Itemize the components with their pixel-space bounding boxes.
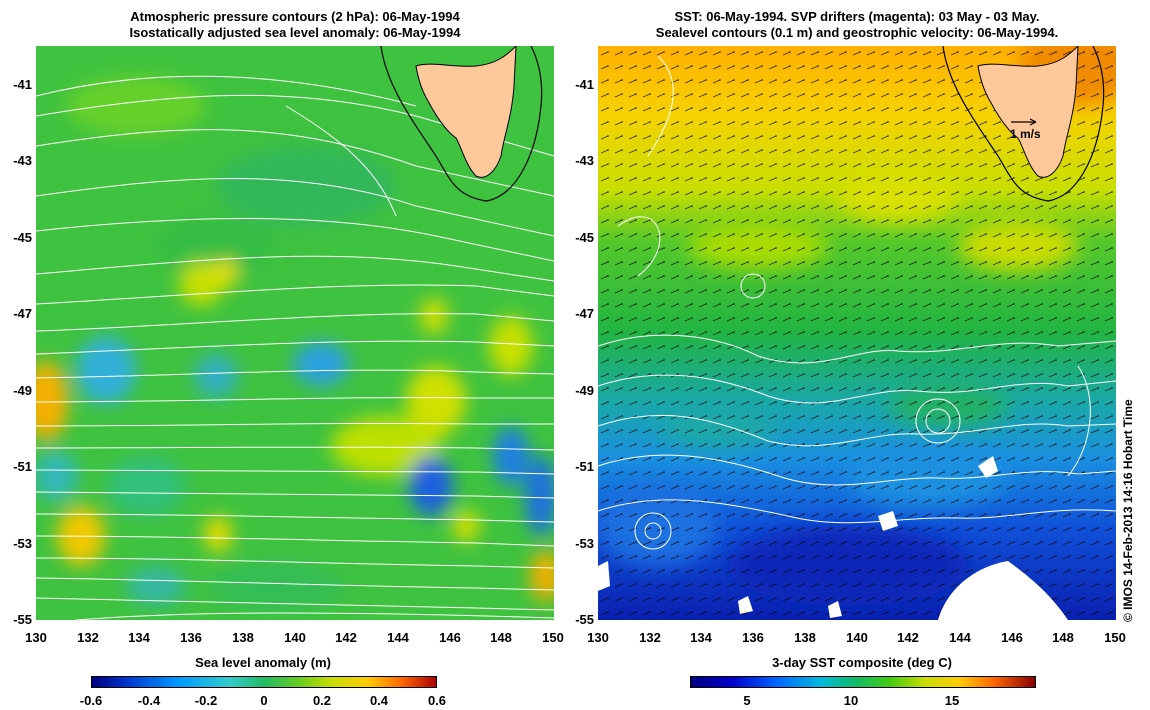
sla-tick-02: 0.2	[312, 693, 332, 708]
left-xtick-148: 148	[490, 630, 512, 645]
left-ytick-45: -45	[13, 230, 32, 245]
left-xtick-132: 132	[77, 630, 99, 645]
sla-tick-0: 0	[260, 693, 268, 708]
left-xtick-140: 140	[284, 630, 306, 645]
right-xtick-132: 132	[639, 630, 661, 645]
sla-tick-n04: -0.4	[137, 693, 161, 708]
sst-colorbar-label: 3-day SST composite (deg C)	[772, 655, 952, 670]
velocity-scale-arrow	[1011, 118, 1037, 126]
tasmania-land-right	[977, 46, 1079, 178]
right-ytick-55: -55	[575, 612, 594, 627]
right-title-line2: Sealevel contours (0.1 m) and geostrophi…	[655, 25, 1059, 40]
left-title-line2: Isostatically adjusted sea level anomaly…	[129, 25, 461, 40]
sla-colorbar-label: Sea level anomaly (m)	[195, 655, 331, 670]
right-xtick-138: 138	[794, 630, 816, 645]
left-ytick-51: -51	[13, 459, 32, 474]
sla-tick-n06: -0.6	[79, 693, 103, 708]
right-ytick-45: -45	[575, 230, 594, 245]
sla-colorbar	[91, 676, 437, 688]
tasmania-shelf-contour	[380, 46, 543, 202]
right-title-line1: SST: 06-May-1994. SVP drifters (magenta)…	[674, 9, 1040, 24]
left-ytick-47: -47	[13, 306, 32, 321]
sla-tick-06: 0.6	[427, 693, 447, 708]
left-xtick-138: 138	[232, 630, 254, 645]
left-xtick-130: 130	[25, 630, 47, 645]
right-xtick-136: 136	[742, 630, 764, 645]
right-ytick-43: -43	[575, 153, 594, 168]
right-xtick-134: 134	[690, 630, 712, 645]
left-xtick-142: 142	[335, 630, 357, 645]
right-title: SST: 06-May-1994. SVP drifters (magenta)…	[598, 9, 1116, 41]
left-title: Atmospheric pressure contours (2 hPa): 0…	[36, 9, 554, 41]
right-ytick-47: -47	[575, 306, 594, 321]
right-xtick-150: 150	[1104, 630, 1126, 645]
velocity-scale-label: 1 m/s	[1010, 127, 1041, 141]
right-xtick-144: 144	[949, 630, 971, 645]
white-cloud-mask	[598, 456, 1068, 620]
right-ytick-41: -41	[575, 77, 594, 92]
credit-text: © IMOS 14-Feb-2013 14:16 Hobart Time	[1121, 399, 1135, 622]
left-xtick-136: 136	[180, 630, 202, 645]
left-xtick-146: 146	[439, 630, 461, 645]
left-title-line1: Atmospheric pressure contours (2 hPa): 0…	[130, 9, 460, 24]
left-xtick-150: 150	[542, 630, 564, 645]
sla-tick-04: 0.4	[369, 693, 389, 708]
sst-colorbar	[690, 676, 1036, 688]
sealevel-contours	[598, 55, 1116, 550]
sea-level-anomaly-map	[36, 46, 554, 620]
right-xtick-130: 130	[587, 630, 609, 645]
sst-tick-10: 10	[843, 693, 859, 708]
sst-tick-5: 5	[743, 693, 751, 708]
right-ytick-51: -51	[575, 459, 594, 474]
sla-tick-n02: -0.2	[194, 693, 218, 708]
right-xtick-142: 142	[897, 630, 919, 645]
left-xtick-134: 134	[128, 630, 150, 645]
left-ytick-49: -49	[13, 383, 32, 398]
sst-tick-15: 15	[944, 693, 960, 708]
sla-anomaly-patches	[36, 76, 554, 611]
left-xtick-144: 144	[387, 630, 409, 645]
tasmania-land	[415, 46, 517, 178]
sst-map: 1 m/s	[598, 46, 1116, 620]
right-ytick-49: -49	[575, 383, 594, 398]
tasmania-shelf-contour-right	[942, 46, 1105, 202]
left-ytick-55: -55	[13, 612, 32, 627]
left-ytick-41: -41	[13, 77, 32, 92]
left-ytick-53: -53	[13, 536, 32, 551]
left-ytick-43: -43	[13, 153, 32, 168]
right-xtick-146: 146	[1001, 630, 1023, 645]
right-ytick-53: -53	[575, 536, 594, 551]
right-xtick-140: 140	[846, 630, 868, 645]
right-xtick-148: 148	[1052, 630, 1074, 645]
